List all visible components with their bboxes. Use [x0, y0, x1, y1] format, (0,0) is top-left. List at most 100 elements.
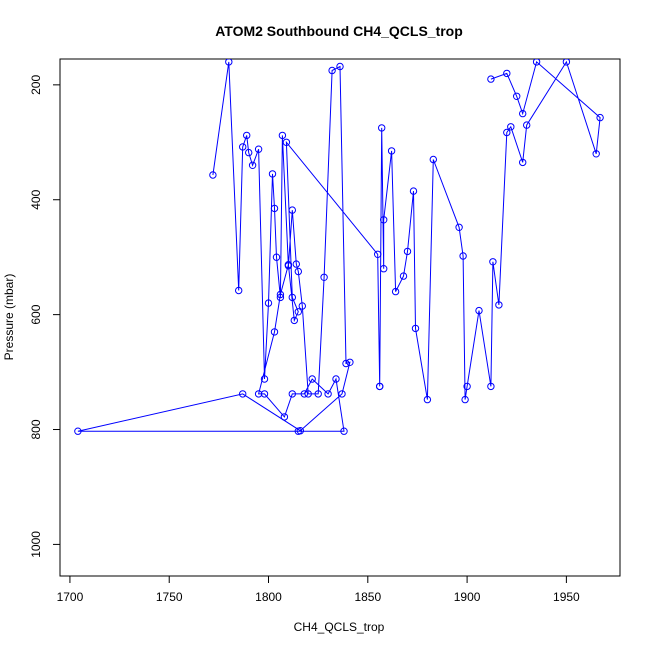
data-point	[340, 427, 348, 435]
data-point	[519, 158, 527, 167]
data-point	[342, 359, 350, 368]
data-point	[487, 75, 495, 83]
data-point	[314, 390, 322, 398]
data-point	[380, 265, 388, 273]
data-point	[399, 272, 408, 280]
data-point	[264, 299, 273, 307]
series-layer	[74, 59, 604, 435]
data-point	[225, 59, 233, 66]
data-point	[507, 123, 515, 131]
data-point	[260, 390, 269, 398]
data-point	[503, 69, 511, 78]
x-axis: 1700 1750 1800 1850 1900 1950	[57, 575, 580, 604]
data-point	[387, 147, 396, 155]
data-point	[298, 302, 306, 310]
chart-title: ATOM2 Southbound CH4_QCLS_trop	[215, 23, 463, 39]
data-point	[284, 261, 293, 269]
data-point	[463, 382, 471, 391]
series-line	[77, 60, 601, 432]
data-point	[280, 413, 289, 421]
data-point	[300, 390, 308, 398]
data-point	[290, 316, 298, 325]
data-point	[260, 375, 269, 383]
data-point	[374, 250, 382, 259]
data-point	[391, 287, 400, 296]
data-point	[278, 131, 287, 140]
data-point	[523, 121, 531, 129]
data-point	[268, 170, 277, 178]
y-axis-label: Pressure (mbar)	[2, 274, 16, 361]
data-point	[288, 206, 296, 214]
y-axis: 200 400 600 800 1000	[29, 75, 61, 558]
y-tick-label: 800	[29, 419, 43, 439]
y-tick-label: 600	[29, 304, 43, 324]
data-point	[235, 286, 243, 295]
data-point	[328, 66, 336, 75]
data-point	[592, 150, 600, 158]
data-point	[423, 395, 432, 404]
data-point	[209, 171, 217, 179]
data-point	[308, 375, 316, 383]
x-tick-label: 1700	[57, 590, 84, 604]
plot-area-frame	[59, 58, 621, 577]
data-point	[254, 145, 263, 153]
data-point	[513, 92, 521, 101]
data-point	[403, 247, 412, 256]
y-tick-label: 200	[29, 75, 43, 95]
x-tick-label: 1950	[553, 590, 580, 604]
data-point	[459, 252, 467, 260]
data-point	[596, 113, 604, 122]
data-point	[332, 375, 340, 383]
data-point	[380, 216, 388, 224]
data-point	[288, 390, 296, 398]
data-point	[294, 308, 302, 316]
data-point	[276, 290, 285, 299]
data-point	[239, 390, 247, 398]
data-point	[411, 324, 420, 333]
data-point	[294, 267, 302, 276]
data-point	[562, 59, 571, 66]
data-point	[495, 301, 503, 309]
data-point	[336, 62, 344, 71]
y-tick-label: 1000	[29, 531, 43, 558]
data-point	[489, 258, 497, 266]
data-point	[74, 427, 82, 435]
data-point	[245, 148, 253, 157]
data-point	[270, 204, 279, 213]
data-point	[455, 223, 463, 232]
data-point	[276, 293, 285, 302]
data-point	[272, 253, 281, 261]
data-point	[292, 260, 300, 268]
data-point	[248, 161, 257, 170]
x-axis-label: CH4_QCLS_trop	[294, 620, 385, 634]
data-point	[338, 390, 346, 398]
data-point	[320, 273, 328, 281]
data-point	[378, 124, 386, 132]
data-point	[409, 187, 418, 195]
data-point	[519, 109, 527, 118]
data-point	[461, 395, 469, 404]
x-tick-label: 1900	[454, 590, 481, 604]
x-tick-label: 1850	[354, 590, 381, 604]
data-point	[376, 382, 384, 391]
data-point	[532, 59, 541, 66]
y-tick-label: 400	[29, 189, 43, 209]
data-point	[288, 293, 296, 302]
data-point	[304, 390, 312, 398]
data-point	[282, 138, 291, 147]
data-point	[487, 382, 495, 391]
data-point	[239, 143, 247, 151]
data-point	[254, 390, 263, 398]
data-point	[294, 427, 302, 435]
data-point	[503, 128, 511, 137]
data-point	[243, 131, 251, 140]
data-point	[324, 390, 332, 398]
data-point	[475, 306, 483, 315]
x-tick-label: 1800	[255, 590, 282, 604]
data-point	[346, 358, 354, 366]
data-point	[429, 155, 437, 164]
x-tick-label: 1750	[156, 590, 183, 604]
series-group	[74, 59, 604, 435]
data-point	[270, 328, 279, 336]
